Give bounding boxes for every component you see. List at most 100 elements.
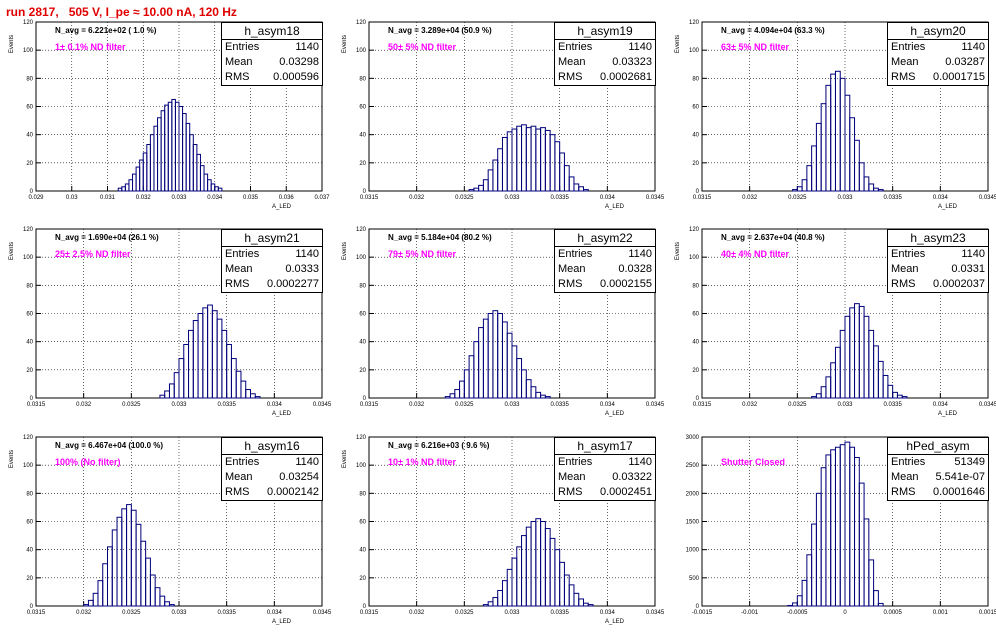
- histogram-bin: [896, 394, 903, 399]
- histogram-bin: [540, 521, 546, 607]
- x-tick-label: 0.0345: [646, 195, 665, 201]
- histogram-bin: [820, 103, 827, 192]
- y-tick-label: 0: [696, 604, 700, 610]
- histogram-bin: [192, 320, 199, 399]
- stat-value: 0.0002037: [933, 278, 985, 290]
- histogram-panel-h_asym23: 0.0315 0.032 0.0325 0.033 0.0335 0.034 0.0345 0…: [666, 222, 996, 427]
- x-tick-label: 0.0325: [455, 195, 474, 201]
- histogram-bin: [511, 557, 518, 607]
- y-tick-label: 40: [359, 340, 366, 346]
- histogram-bin: [830, 449, 836, 607]
- stat-row-mean: Mean 0.0328: [555, 262, 655, 277]
- histogram-bin: [830, 362, 836, 399]
- histogram-bin: [530, 125, 537, 192]
- histogram-bin: [792, 602, 798, 607]
- y-tick-label: 100: [356, 463, 367, 469]
- histogram-bin: [877, 189, 884, 192]
- histogram-bin: [806, 165, 813, 192]
- histogram-bin: [587, 604, 594, 607]
- y-tick-label: 120: [689, 20, 700, 26]
- histogram-bin: [199, 165, 205, 192]
- navg-label: N_avg = 3.289e+04 (50.9 %): [388, 26, 492, 35]
- x-tick-label: 0.032: [742, 402, 758, 408]
- stat-value: 0.0002155: [600, 278, 652, 290]
- x-tick-label: 0.0335: [550, 195, 569, 201]
- y-tick-label: 3000: [686, 435, 700, 441]
- histogram-bins: [83, 504, 175, 607]
- stat-box: h_asym23 Entries 1140 Mean 0.0331 RMS 0.000203…: [887, 229, 989, 293]
- histogram-bin: [146, 144, 151, 192]
- x-tick-label: 0.033: [837, 195, 853, 201]
- histogram-bin: [892, 391, 898, 399]
- histogram-bin: [145, 557, 151, 607]
- stat-value: 1140: [628, 41, 652, 53]
- stat-row-entries: Entries 1140: [555, 247, 655, 262]
- x-tick-label: 0.0345: [313, 402, 332, 408]
- histogram-bin: [135, 166, 141, 192]
- stat-row-rms: RMS 0.0002142: [222, 485, 322, 500]
- histogram-bin: [178, 106, 184, 192]
- histogram-bin: [132, 173, 137, 192]
- stat-key: RMS: [891, 71, 916, 83]
- y-axis-label: Events: [342, 242, 348, 260]
- histogram-bin: [563, 574, 570, 607]
- stat-key: Mean: [891, 471, 919, 483]
- histogram-svg: 0.0315 0.032 0.0325 0.033 0.0335 0.034 0.0345 0…: [342, 20, 665, 210]
- histogram-bin: [544, 396, 551, 399]
- y-tick-label: 80: [692, 283, 699, 289]
- x-tick-label: 0.0335: [883, 402, 902, 408]
- y-axis-label: Events: [675, 35, 681, 53]
- histogram-bin: [834, 346, 841, 399]
- y-axis-label: Events: [342, 35, 348, 53]
- histogram-bin: [825, 454, 832, 607]
- y-tick-label: 20: [359, 576, 366, 582]
- x-tick-label: 0.032: [742, 195, 758, 201]
- stat-row-entries: Entries 1140: [888, 40, 988, 55]
- histogram-bin: [525, 526, 532, 607]
- histogram-bin: [92, 592, 99, 607]
- histogram-bin: [511, 128, 518, 192]
- stat-row-mean: Mean 0.03254: [222, 470, 322, 485]
- stat-key: Mean: [225, 56, 253, 68]
- x-tick-label: 0.032: [76, 402, 92, 408]
- histogram-bin: [535, 518, 542, 607]
- stat-key: Entries: [225, 456, 260, 468]
- histogram-svg: 0.0315 0.032 0.0325 0.033 0.0335 0.034 0.0345 0…: [675, 227, 996, 417]
- histogram-panel-h_asym20: 0.0315 0.032 0.0325 0.033 0.0335 0.034 0.0345 0…: [666, 15, 996, 220]
- histogram-bin: [815, 492, 822, 607]
- stat-box-title: h_asym17: [555, 438, 655, 455]
- histogram-bin: [250, 393, 256, 399]
- histogram-bin: [478, 184, 484, 192]
- y-tick-label: 100: [356, 48, 367, 54]
- histogram-svg: -0.0015 -0.001 -0.0005 0 0.0005 0.001 0.0015 0 5…: [686, 435, 996, 616]
- histogram-bin: [511, 345, 518, 399]
- histogram-bin: [188, 329, 194, 399]
- y-tick-label: 120: [689, 227, 700, 233]
- y-tick-label: 120: [356, 20, 367, 26]
- x-tick-label: 0.0315: [360, 610, 379, 616]
- histogram-bin: [535, 391, 542, 399]
- stat-row-mean: Mean 0.03287: [888, 55, 988, 70]
- histogram-bin: [825, 376, 832, 399]
- stat-value: 0.03322: [612, 471, 652, 483]
- x-axis-label: A_LED: [272, 411, 292, 417]
- x-tick-label: 0.032: [409, 402, 425, 408]
- x-tick-label: 0.033: [171, 610, 187, 616]
- histogram-bin: [549, 537, 556, 607]
- stat-box: h_asym16 Entries 1140 Mean 0.03254 RMS 0.00021…: [221, 437, 323, 501]
- stat-key: RMS: [225, 71, 250, 83]
- x-tick-label: 0.032: [409, 195, 425, 201]
- y-tick-label: 0: [363, 604, 367, 610]
- histogram-panel-h_asym16: 0.0315 0.032 0.0325 0.033 0.0335 0.034 0.0345 0…: [0, 430, 332, 635]
- histogram-bin: [203, 173, 209, 192]
- histogram-bin: [801, 179, 808, 192]
- histogram-bin: [849, 117, 856, 192]
- stat-row-entries: Entries 1140: [222, 40, 322, 55]
- histogram-bin: [868, 183, 875, 192]
- histogram-bin: [159, 595, 166, 607]
- histogram-bin: [521, 369, 527, 399]
- x-tick-label: 0.0315: [360, 402, 379, 408]
- histogram-bin: [449, 393, 456, 399]
- y-tick-label: 0: [363, 189, 367, 195]
- y-tick-label: 20: [692, 161, 699, 167]
